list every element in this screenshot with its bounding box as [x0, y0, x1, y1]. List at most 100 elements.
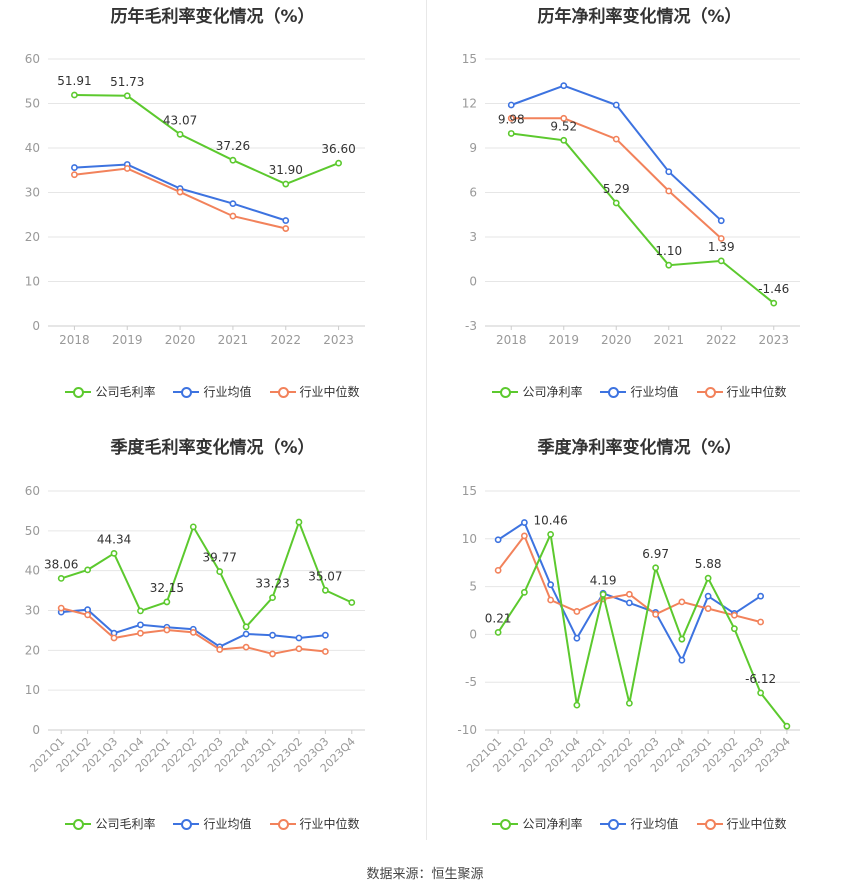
data-point-median [123, 165, 131, 172]
data-point-company [665, 261, 673, 269]
y-tick-label: 12 [462, 97, 477, 111]
quarterly-gross-margin-panel: 0 10 20 30 40 50 60 2021Q1 2021Q2 2021Q3 2021Q4 202… [0, 431, 425, 861]
legend-median[interactable]: 行业中位数 [269, 383, 360, 400]
data-point-median [494, 566, 502, 574]
legend-label: 公司毛利率 [95, 817, 156, 831]
legend-company[interactable]: 公司毛利率 [65, 383, 155, 400]
y-tick-label: 40 [25, 564, 40, 578]
data-point-avg [229, 200, 237, 208]
legend-swatch-median [696, 386, 723, 398]
legend-company[interactable]: 公司净利率 [492, 383, 582, 400]
legend-company[interactable]: 公司毛利率 [65, 815, 155, 832]
y-tick-label: 50 [25, 97, 40, 111]
data-label: 39.77 [203, 551, 237, 565]
x-tick-label: 2022 [270, 333, 301, 347]
y-tick-label: 6 [469, 186, 477, 200]
x-tick-label: 2023 [323, 333, 354, 347]
chart-legend: 公司毛利率 行业均值 行业中位数 [0, 815, 425, 832]
y-tick-label: 20 [25, 643, 40, 657]
legend-swatch-avg [173, 818, 200, 830]
data-point-company [757, 689, 765, 697]
data-point-median [295, 645, 303, 653]
x-tick-label: 2021 [653, 333, 684, 347]
data-point-avg [704, 592, 712, 600]
x-tick-label: 2018 [496, 333, 527, 347]
data-point-company [110, 549, 118, 557]
annual-net-margin-panel: -3 0 3 6 9 12 15 2018 2019 2020 2021 2022 2023 9.98 9.… [427, 0, 850, 430]
series-line-median [74, 167, 287, 230]
data-point-company [770, 299, 778, 307]
y-tick-label: 3 [469, 230, 477, 244]
legend-swatch-avg [600, 386, 627, 398]
legend-swatch-company [492, 386, 519, 398]
legend-label: 行业中位数 [299, 817, 360, 831]
y-tick-label: 40 [25, 141, 40, 155]
annual-net-margin-chart: -3 0 3 6 9 12 15 2018 2019 2020 2021 2022 2023 9.98 9.… [462, 52, 800, 347]
legend-label: 公司毛利率 [95, 385, 156, 399]
legend-avg[interactable]: 行业均值 [173, 815, 252, 832]
data-label: 33.23 [255, 577, 289, 591]
data-label: 51.91 [57, 74, 91, 88]
data-point-company [547, 531, 555, 538]
legend-swatch-company [492, 818, 519, 830]
data-point-median [269, 650, 276, 658]
data-point-median [520, 532, 528, 540]
data-point-median [730, 611, 738, 619]
legend-median[interactable]: 行业中位数 [696, 383, 787, 400]
data-label: 4.19 [590, 573, 617, 587]
legend-swatch-avg [173, 386, 200, 398]
series-line-company [511, 132, 775, 304]
data-point-company [123, 92, 131, 100]
legend-avg[interactable]: 行业均值 [173, 383, 252, 400]
x-tick-label: 2018 [59, 333, 90, 347]
data-point-company [282, 180, 290, 188]
legend-avg[interactable]: 行业均值 [600, 815, 679, 832]
legend-label: 行业中位数 [726, 817, 787, 831]
data-point-median [652, 610, 660, 618]
data-point-avg [295, 634, 303, 642]
data-point-company [494, 628, 502, 636]
data-label: 9.52 [550, 119, 577, 133]
data-point-company [678, 635, 686, 643]
data-point-avg [560, 82, 568, 90]
legend-label: 行业均值 [630, 385, 679, 399]
y-tick-label: 30 [25, 186, 40, 200]
data-source: 数据来源：恒生聚源 [366, 867, 484, 882]
legend-label: 行业均值 [203, 385, 252, 399]
x-tick-label: 2019 [112, 333, 143, 347]
data-point-median [704, 605, 712, 612]
data-point-company [295, 518, 303, 526]
data-point-company [71, 91, 78, 99]
legend-median[interactable]: 行业中位数 [696, 815, 787, 832]
y-tick-label: 9 [469, 141, 477, 155]
legend-swatch-median [696, 818, 723, 830]
legend-median[interactable]: 行业中位数 [269, 815, 360, 832]
legend-label: 行业均值 [203, 817, 252, 831]
data-point-median [189, 629, 197, 636]
data-label: 43.07 [163, 113, 197, 127]
data-point-median [110, 634, 118, 642]
data-point-avg [520, 519, 528, 526]
data-point-avg [665, 168, 673, 176]
y-tick-label: 60 [25, 484, 40, 498]
quarterly-net-margin-chart: -10-50510152021Q12021Q22021Q32021Q42022Q… [457, 484, 800, 775]
data-label: 6.97 [642, 547, 669, 561]
x-tick-label: 2020 [165, 333, 196, 347]
legend-label: 行业中位数 [726, 385, 787, 399]
data-label: 1.10 [655, 244, 682, 258]
y-tick-label: 30 [25, 604, 40, 618]
legend-avg[interactable]: 行业均值 [600, 383, 679, 400]
chart-title: 季度毛利率变化情况（%） [110, 438, 315, 458]
data-point-median [757, 618, 765, 626]
data-label: -1.46 [758, 282, 789, 296]
data-label: -6.12 [745, 672, 776, 686]
y-tick-label: 15 [462, 484, 477, 498]
legend-company[interactable]: 公司净利率 [492, 815, 582, 832]
data-point-company [599, 590, 607, 598]
legend-swatch-company [65, 386, 92, 398]
data-point-company [189, 523, 197, 531]
data-label: 36.60 [321, 142, 355, 156]
data-label: 44.34 [97, 532, 131, 546]
data-point-median [282, 225, 290, 232]
data-point-company [57, 574, 65, 582]
